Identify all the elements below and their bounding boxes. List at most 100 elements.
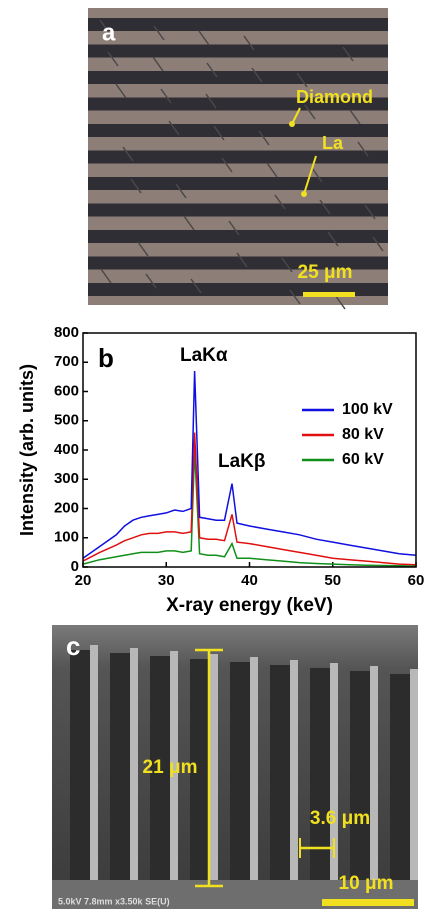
texture — [175, 183, 187, 199]
y-tick-label: 300 — [54, 470, 79, 487]
pillar-side — [390, 674, 412, 890]
pointer — [303, 155, 317, 195]
pillar — [330, 663, 338, 890]
pillar-side — [270, 665, 292, 890]
pillar-side — [110, 653, 132, 890]
pillar-side — [310, 668, 332, 890]
y-tick-label: 200 — [54, 499, 79, 516]
texture — [168, 120, 180, 136]
stripe — [88, 124, 388, 137]
stripe — [88, 150, 388, 164]
texture — [99, 19, 111, 35]
y-tick-label: 0 — [71, 558, 79, 575]
texture — [334, 294, 346, 310]
texture — [274, 194, 286, 210]
y-tick-label: 600 — [54, 382, 79, 399]
x-tick-label: 60 — [408, 572, 425, 589]
texture — [107, 51, 119, 67]
pillar — [210, 654, 218, 890]
panel-label: c — [66, 631, 80, 661]
texture — [115, 83, 127, 99]
texture — [198, 30, 210, 46]
annotation: La — [322, 133, 344, 153]
stripe — [88, 177, 388, 190]
texture — [137, 241, 149, 257]
panel-label: b — [98, 343, 114, 373]
texture — [364, 204, 376, 220]
legend-label: 100 kV — [342, 401, 393, 418]
pillar-side — [70, 650, 92, 890]
series-line — [82, 432, 417, 566]
y-tick-label: 700 — [54, 353, 79, 370]
x-tick-label: 30 — [158, 572, 175, 589]
pillar — [410, 669, 418, 890]
texture — [153, 25, 165, 41]
stripe — [88, 44, 388, 58]
texture — [357, 141, 369, 157]
stripe — [88, 71, 388, 84]
texture — [289, 289, 301, 305]
pillar — [90, 645, 98, 890]
texture — [251, 67, 263, 83]
scale-bar — [303, 292, 355, 297]
texture — [205, 93, 217, 109]
pillar-side — [350, 671, 372, 890]
texture — [372, 236, 384, 252]
texture — [296, 72, 308, 88]
texture — [152, 56, 164, 72]
y-tick-label: 800 — [54, 324, 79, 341]
texture — [304, 104, 316, 120]
stripe — [88, 230, 388, 243]
stripe — [88, 97, 388, 111]
texture — [183, 215, 195, 231]
pointer-dot — [289, 121, 295, 127]
texture — [228, 220, 240, 236]
texture — [100, 268, 112, 284]
pillar-side — [150, 656, 172, 890]
pillar-side — [230, 662, 252, 890]
pillar — [130, 648, 138, 890]
annotation: LaKα — [180, 345, 228, 366]
annotation: Diamond — [296, 87, 373, 107]
x-tick-label: 40 — [241, 572, 258, 589]
y-tick-label: 100 — [54, 529, 79, 546]
texture — [160, 88, 172, 104]
series-line — [82, 370, 417, 559]
pillar — [290, 660, 298, 890]
texture — [130, 178, 142, 194]
texture — [236, 252, 248, 268]
scale-label: 10 μm — [339, 873, 394, 894]
scale-label: 25 μm — [298, 262, 353, 283]
pillar — [250, 657, 258, 890]
texture — [213, 125, 225, 141]
legend-label: 80 kV — [342, 426, 384, 443]
pointer-dot — [301, 191, 307, 197]
texture — [243, 35, 255, 51]
dimension: 3.6 μm — [310, 808, 370, 829]
y-axis-title: Intensity (arb. units) — [17, 364, 37, 536]
panel-label: a — [102, 19, 116, 46]
legend-label: 60 kV — [342, 451, 384, 468]
sem-info: 5.0kV 7.8mm x3.50k SE(U) — [58, 896, 170, 906]
stripe — [88, 203, 388, 217]
texture — [319, 199, 331, 215]
texture — [281, 257, 293, 273]
texture — [266, 162, 278, 178]
pillar-side — [190, 659, 212, 890]
texture — [145, 273, 157, 289]
texture — [258, 130, 270, 146]
stripe — [88, 18, 388, 31]
texture — [311, 167, 323, 183]
texture — [122, 146, 134, 162]
scale-bar — [322, 899, 414, 906]
series-line — [82, 449, 417, 567]
dimension: 21 μm — [143, 757, 198, 778]
texture — [327, 231, 339, 247]
x-axis-title: X-ray energy (keV) — [166, 595, 333, 616]
x-tick-label: 20 — [75, 572, 92, 589]
pillar — [370, 666, 378, 890]
texture — [206, 62, 218, 78]
stripe — [88, 256, 388, 270]
texture — [221, 157, 233, 173]
